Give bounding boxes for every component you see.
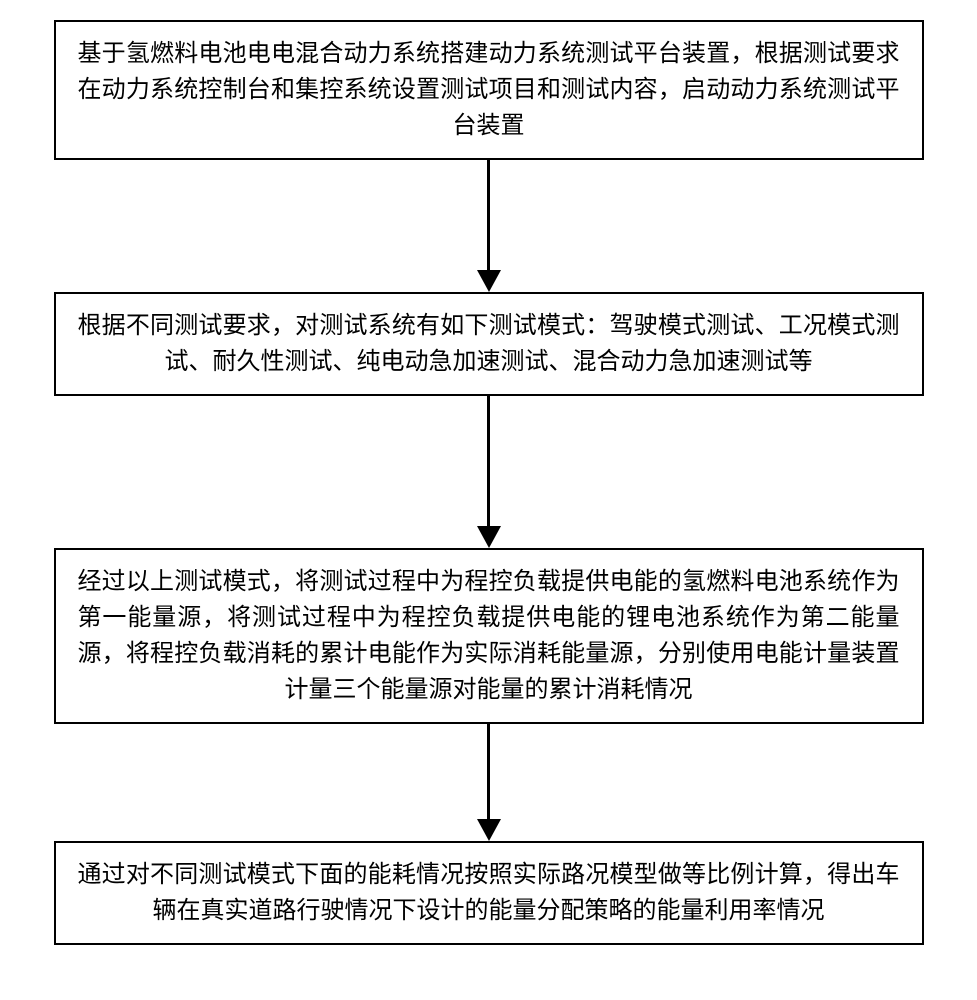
arrow-1-head [477, 270, 501, 292]
flowchart-step-3: 经过以上测试模式，将测试过程中为程控负载提供电能的氢燃料电池系统作为第一能量源，… [54, 548, 924, 724]
step-2-text: 根据不同测试要求，对测试系统有如下测试模式：驾驶模式测试、工况模式测试、耐久性测… [78, 308, 900, 380]
flowchart-step-2: 根据不同测试要求，对测试系统有如下测试模式：驾驶模式测试、工况模式测试、耐久性测… [54, 292, 924, 396]
step-3-text: 经过以上测试模式，将测试过程中为程控负载提供电能的氢燃料电池系统作为第一能量源，… [78, 564, 900, 708]
arrow-3-line [487, 724, 490, 819]
flowchart-container: 基于氢燃料电池电电混合动力系统搭建动力系统测试平台装置，根据测试要求在动力系统控… [0, 0, 977, 965]
arrow-2-line [487, 396, 490, 526]
arrow-2-head [477, 526, 501, 548]
arrow-1-line [487, 160, 490, 270]
flowchart-step-4: 通过对不同测试模式下面的能耗情况按照实际路况模型做等比例计算，得出车辆在真实道路… [54, 841, 924, 945]
arrow-2 [477, 396, 501, 548]
step-4-text: 通过对不同测试模式下面的能耗情况按照实际路况模型做等比例计算，得出车辆在真实道路… [78, 857, 900, 929]
flowchart-step-1: 基于氢燃料电池电电混合动力系统搭建动力系统测试平台装置，根据测试要求在动力系统控… [54, 20, 924, 160]
arrow-3 [477, 724, 501, 841]
step-1-text: 基于氢燃料电池电电混合动力系统搭建动力系统测试平台装置，根据测试要求在动力系统控… [78, 36, 900, 144]
arrow-1 [477, 160, 501, 292]
arrow-3-head [477, 819, 501, 841]
